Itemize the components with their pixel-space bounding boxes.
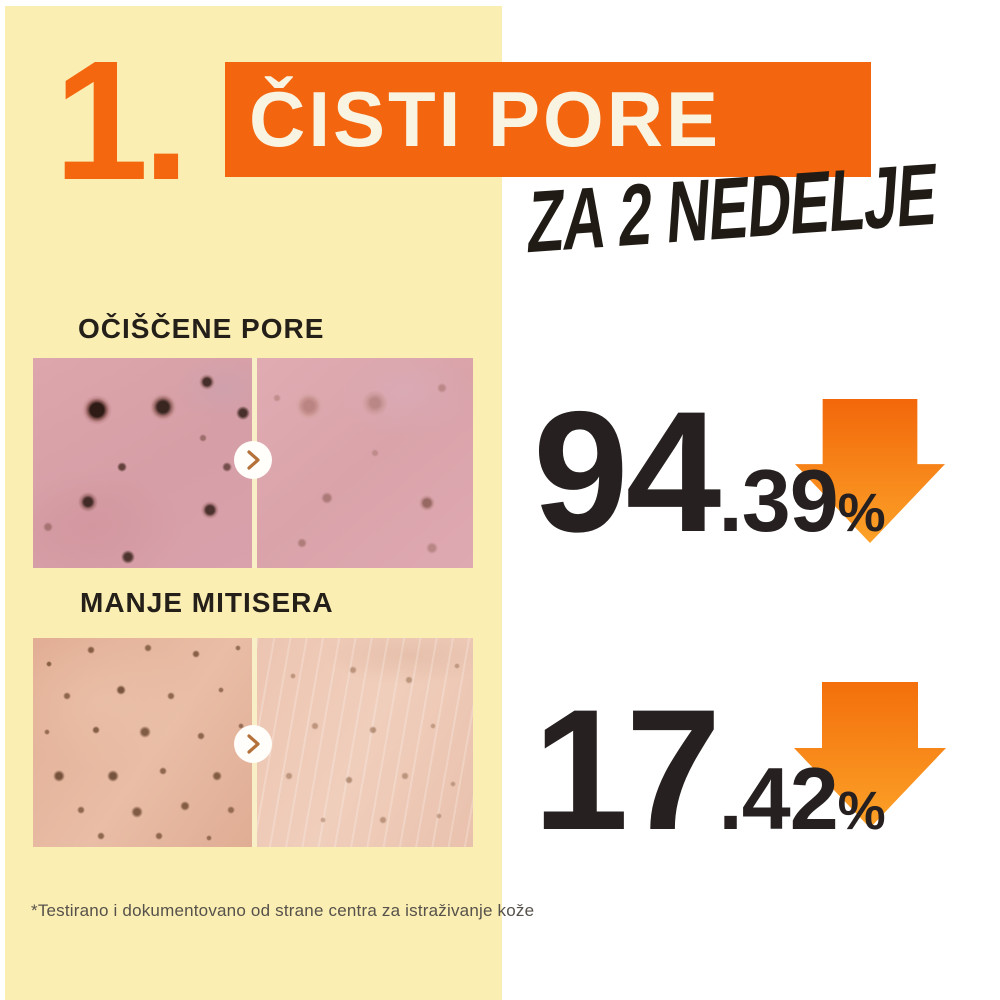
decrease-arrow-icon bbox=[794, 682, 946, 828]
after-photo-2 bbox=[257, 638, 473, 847]
percent-sign: % bbox=[837, 483, 886, 543]
before-after-image-1 bbox=[33, 358, 473, 568]
percent-sign: % bbox=[837, 781, 886, 841]
stat-value-int: 17 bbox=[533, 674, 721, 866]
section-2-heading: MANJE MITISERA bbox=[80, 587, 334, 618]
next-button-1[interactable] bbox=[234, 441, 272, 479]
footnote-text: *Testirano i dokumentovano od strane cen… bbox=[31, 901, 535, 920]
next-button-circle bbox=[234, 725, 272, 763]
next-button-circle bbox=[234, 441, 272, 479]
stat-blackheads-reduction: 17.42% bbox=[533, 684, 886, 856]
chevron-right-icon bbox=[247, 450, 260, 470]
stat-pores-reduction: 94.39% bbox=[533, 386, 886, 558]
after-photo-1 bbox=[257, 358, 473, 568]
decrease-arrow-icon bbox=[795, 399, 945, 544]
before-photo-2 bbox=[33, 638, 252, 847]
section-1-heading: OČIŠČENE PORE bbox=[78, 313, 325, 344]
chevron-right-icon bbox=[247, 734, 260, 754]
stat-value-dec: .42 bbox=[718, 749, 838, 848]
before-photo-1 bbox=[33, 358, 252, 568]
before-after-image-2 bbox=[33, 638, 473, 847]
stat-value-int: 94 bbox=[533, 376, 721, 568]
next-button-2[interactable] bbox=[234, 725, 272, 763]
headline-text: ČISTI PORE bbox=[249, 75, 722, 163]
step-number: 1. bbox=[54, 26, 190, 216]
stat-value-dec: .39 bbox=[718, 451, 838, 550]
headline-banner: ČISTI PORE bbox=[225, 62, 871, 177]
